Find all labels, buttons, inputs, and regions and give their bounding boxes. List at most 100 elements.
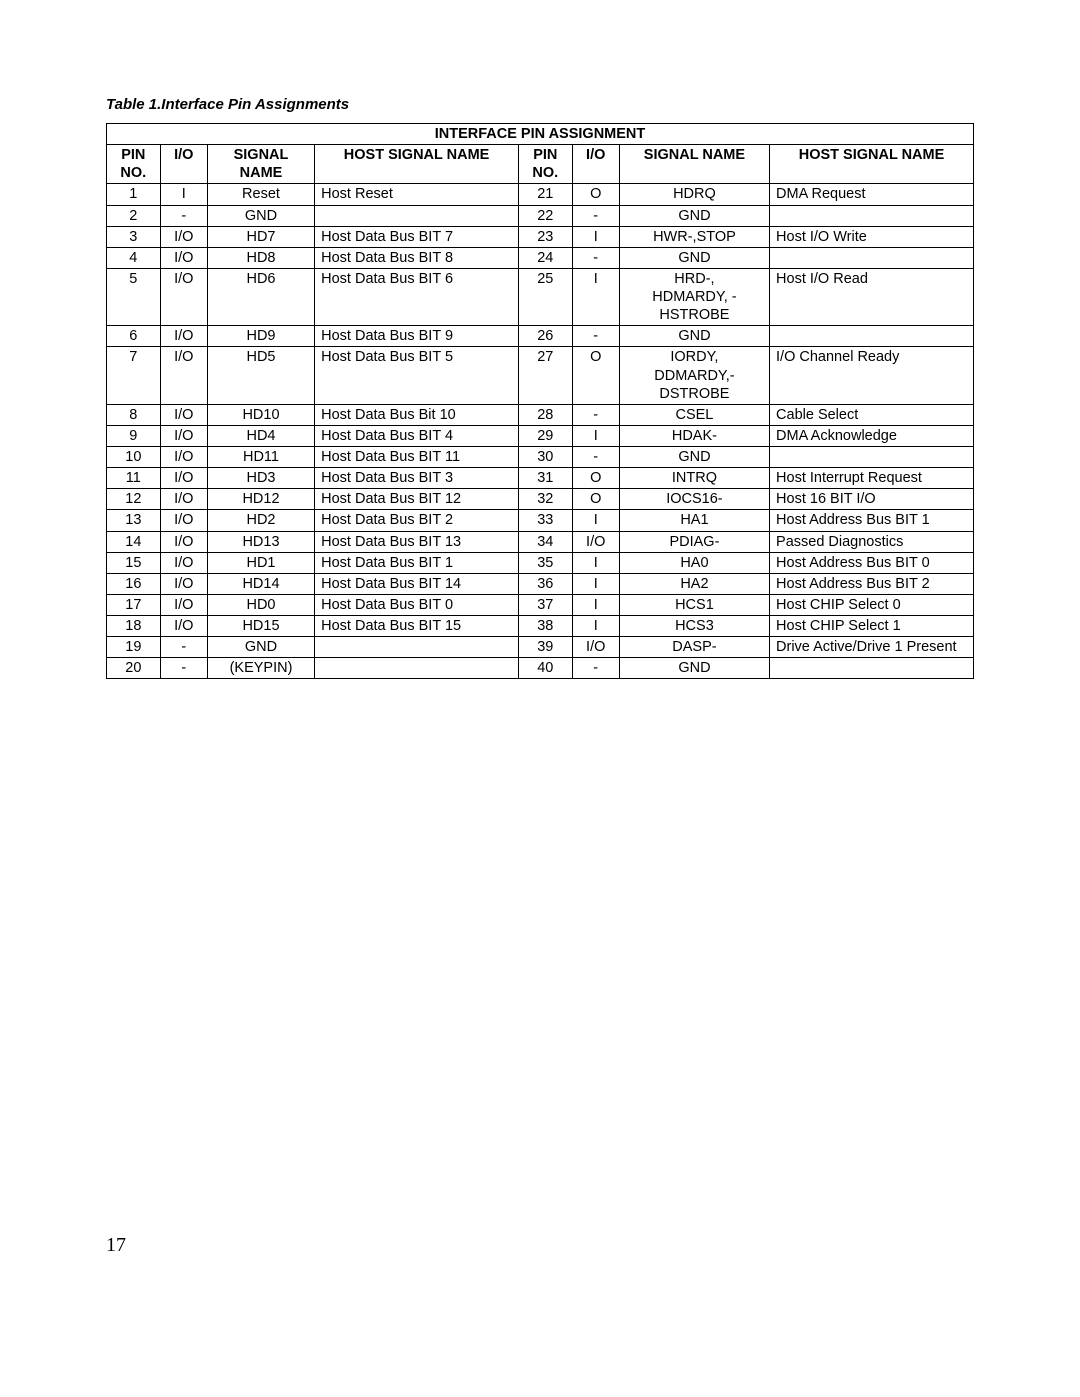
cell-host: Host Data Bus BIT 3 <box>315 468 519 489</box>
cell-host <box>315 205 519 226</box>
col-signal: SIGNAL NAME <box>619 145 769 184</box>
cell-pin: 3 <box>107 226 161 247</box>
cell-signal: HD7 <box>207 226 314 247</box>
cell-pin: 17 <box>107 594 161 615</box>
col-signal: SIGNAL NAME <box>207 145 314 184</box>
cell-io: I <box>572 594 619 615</box>
cell-signal: HD4 <box>207 425 314 446</box>
cell-host: Host Address Bus BIT 0 <box>770 552 974 573</box>
cell-signal: GND <box>207 637 314 658</box>
col-host: HOST SIGNAL NAME <box>770 145 974 184</box>
cell-io: I <box>572 616 619 637</box>
cell-signal: GND <box>619 326 769 347</box>
cell-pin: 24 <box>518 247 572 268</box>
cell-pin: 9 <box>107 425 161 446</box>
cell-host: Host CHIP Select 0 <box>770 594 974 615</box>
cell-signal: HD0 <box>207 594 314 615</box>
table-row: 20-(KEYPIN)40-GND <box>107 658 974 679</box>
cell-pin: 32 <box>518 489 572 510</box>
cell-signal: GND <box>619 247 769 268</box>
cell-signal: Reset <box>207 184 314 205</box>
cell-io: I <box>160 184 207 205</box>
cell-io: I/O <box>160 226 207 247</box>
cell-pin: 20 <box>107 658 161 679</box>
cell-pin: 6 <box>107 326 161 347</box>
cell-pin: 7 <box>107 347 161 404</box>
cell-io: I/O <box>160 347 207 404</box>
cell-pin: 40 <box>518 658 572 679</box>
cell-pin: 12 <box>107 489 161 510</box>
cell-host: Host Data Bus BIT 8 <box>315 247 519 268</box>
cell-io: I/O <box>160 531 207 552</box>
cell-host: Passed Diagnostics <box>770 531 974 552</box>
cell-pin: 10 <box>107 447 161 468</box>
cell-signal: HD8 <box>207 247 314 268</box>
col-io: I/O <box>572 145 619 184</box>
cell-io: I/O <box>160 489 207 510</box>
cell-signal: HA0 <box>619 552 769 573</box>
cell-signal: HD1 <box>207 552 314 573</box>
cell-host: Cable Select <box>770 404 974 425</box>
cell-host: Host Data Bus BIT 2 <box>315 510 519 531</box>
cell-host: Host Address Bus BIT 2 <box>770 573 974 594</box>
cell-signal: HD10 <box>207 404 314 425</box>
cell-host: I/O Channel Ready <box>770 347 974 404</box>
cell-signal: GND <box>207 205 314 226</box>
cell-signal: HDRQ <box>619 184 769 205</box>
cell-io: - <box>572 247 619 268</box>
cell-signal: GND <box>619 447 769 468</box>
cell-pin: 31 <box>518 468 572 489</box>
table-row: 1IResetHost Reset21OHDRQDMA Request <box>107 184 974 205</box>
cell-host: Host Data Bus BIT 13 <box>315 531 519 552</box>
cell-host <box>770 658 974 679</box>
table-row: 10I/OHD11Host Data Bus BIT 1130-GND <box>107 447 974 468</box>
cell-signal: HD11 <box>207 447 314 468</box>
cell-signal: HRD-, HDMARDY, - HSTROBE <box>619 268 769 325</box>
cell-signal: HD13 <box>207 531 314 552</box>
cell-signal: HA1 <box>619 510 769 531</box>
cell-host: Host Data Bus BIT 1 <box>315 552 519 573</box>
cell-signal: (KEYPIN) <box>207 658 314 679</box>
table-row: 13I/OHD2Host Data Bus BIT 233IHA1Host Ad… <box>107 510 974 531</box>
cell-io: - <box>572 447 619 468</box>
cell-host: Host Data Bus Bit 10 <box>315 404 519 425</box>
table-row: 4I/OHD8Host Data Bus BIT 824-GND <box>107 247 974 268</box>
cell-io: I/O <box>160 326 207 347</box>
cell-io: O <box>572 489 619 510</box>
cell-host: Host Data Bus BIT 0 <box>315 594 519 615</box>
cell-pin: 30 <box>518 447 572 468</box>
page-number: 17 <box>106 1234 126 1257</box>
table-row: 18I/OHD15Host Data Bus BIT 1538IHCS3Host… <box>107 616 974 637</box>
cell-host: Host Address Bus BIT 1 <box>770 510 974 531</box>
col-io: I/O <box>160 145 207 184</box>
table-row: 5I/OHD6Host Data Bus BIT 625IHRD-, HDMAR… <box>107 268 974 325</box>
cell-io: I <box>572 552 619 573</box>
cell-io: - <box>160 205 207 226</box>
cell-pin: 13 <box>107 510 161 531</box>
cell-pin: 21 <box>518 184 572 205</box>
cell-io: O <box>572 184 619 205</box>
cell-host: Host Data Bus BIT 9 <box>315 326 519 347</box>
cell-pin: 2 <box>107 205 161 226</box>
cell-io: - <box>160 658 207 679</box>
cell-io: O <box>572 468 619 489</box>
cell-host: Host Data Bus BIT 5 <box>315 347 519 404</box>
cell-host <box>770 205 974 226</box>
cell-pin: 4 <box>107 247 161 268</box>
cell-host: Host Data Bus BIT 7 <box>315 226 519 247</box>
cell-pin: 27 <box>518 347 572 404</box>
cell-host: Host Data Bus BIT 4 <box>315 425 519 446</box>
cell-pin: 1 <box>107 184 161 205</box>
cell-host: Host Data Bus BIT 15 <box>315 616 519 637</box>
col-pin: PIN NO. <box>107 145 161 184</box>
table-row: 8I/OHD10Host Data Bus Bit 1028-CSELCable… <box>107 404 974 425</box>
table-row: 14I/OHD13Host Data Bus BIT 1334I/OPDIAG-… <box>107 531 974 552</box>
cell-pin: 8 <box>107 404 161 425</box>
cell-pin: 25 <box>518 268 572 325</box>
cell-signal: GND <box>619 658 769 679</box>
cell-pin: 19 <box>107 637 161 658</box>
cell-host: Host Data Bus BIT 6 <box>315 268 519 325</box>
cell-io: I/O <box>160 404 207 425</box>
cell-io: O <box>572 347 619 404</box>
cell-signal: HD6 <box>207 268 314 325</box>
